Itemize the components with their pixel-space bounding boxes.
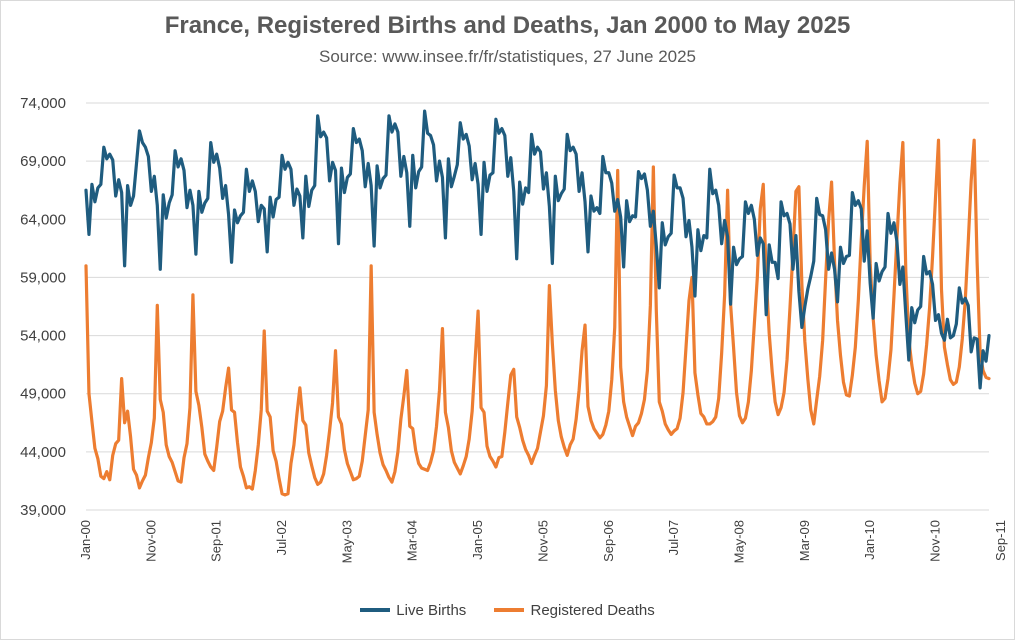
y-tick-label: 59,000: [20, 269, 66, 286]
legend-swatch-deaths: [494, 608, 525, 612]
y-tick-label: 39,000: [20, 502, 66, 519]
legend: Live Births Registered Deaths: [0, 599, 1015, 619]
x-tick-label: Jan-00: [78, 520, 93, 560]
x-tick-label: May-08: [731, 520, 746, 563]
series-line-live-births: [84, 109, 991, 390]
legend-item-births: Live Births: [360, 602, 466, 619]
x-tick-label: Sep-06: [601, 520, 616, 562]
x-tick-label: Jul-07: [666, 520, 681, 555]
x-tick-label: May-03: [339, 520, 354, 563]
x-tick-label: Jan-05: [470, 520, 485, 560]
series-lines: [84, 109, 991, 497]
y-tick-label: 54,000: [20, 328, 66, 345]
legend-item-deaths: Registered Deaths: [494, 601, 655, 619]
y-axis-ticks: 39,000 44,000 49,000 54,000 59,000 64,000 69,0…: [20, 95, 66, 519]
x-tick-label: Nov-00: [143, 520, 158, 562]
legend-label-deaths: Registered Deaths: [530, 601, 655, 619]
chart-title: France, Registered Births and Deaths, Ja…: [164, 12, 851, 39]
x-tick-label: Mar-04: [405, 520, 420, 561]
legend-swatch-births: [360, 608, 391, 612]
x-tick-label: Sep-11: [993, 520, 1008, 561]
y-tick-label: 44,000: [20, 444, 66, 461]
series-line-registered-deaths: [84, 138, 991, 497]
x-tick-label: Sep-01: [209, 520, 224, 562]
x-tick-label: Jul-02: [274, 520, 289, 555]
y-tick-label: 64,000: [20, 211, 66, 228]
x-tick-label: Mar-09: [797, 520, 812, 561]
legend-label-births: Live Births: [396, 601, 467, 619]
y-tick-label: 74,000: [20, 95, 66, 112]
x-tick-label: Nov-10: [928, 520, 943, 562]
y-tick-label: 69,000: [20, 153, 66, 170]
chart-subtitle: Source: www.insee.fr/fr/statistiques, 27…: [318, 47, 697, 66]
x-tick-label: Nov-05: [535, 520, 550, 562]
x-axis-ticks: Jan-00 Nov-00 Sep-01 Jul-02 May-03 Mar-04 Jan-…: [78, 520, 1008, 563]
y-tick-label: 49,000: [20, 386, 66, 403]
x-tick-label: Jan-10: [862, 520, 877, 560]
